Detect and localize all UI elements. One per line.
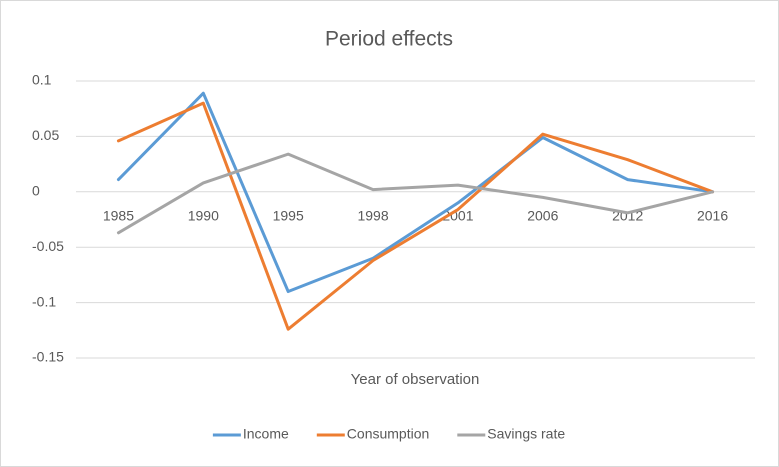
x-axis-title: Year of observation	[351, 371, 480, 388]
x-tick-label: 1998	[357, 208, 388, 224]
x-tick-label: 2006	[527, 208, 558, 224]
y-tick-label: 0	[32, 183, 40, 199]
chart-title: Period effects	[325, 28, 453, 51]
y-tick-label: 0.05	[32, 127, 59, 143]
y-tick-label: -0.05	[32, 238, 64, 254]
series-line	[116, 101, 715, 331]
y-tick-label: 0.1	[32, 72, 52, 88]
x-tick-label: 1990	[188, 208, 219, 224]
legend-label: Consumption	[347, 426, 430, 442]
y-tick-label: -0.1	[32, 293, 56, 309]
x-tick-label: 2001	[442, 208, 473, 224]
x-tick-label: 2016	[697, 208, 728, 224]
x-tick-label: 1995	[273, 208, 304, 224]
series-line	[116, 152, 715, 235]
series-line	[116, 91, 715, 294]
x-tick-label: 1985	[103, 208, 134, 224]
y-tick-label: -0.15	[32, 349, 64, 365]
legend-label: Income	[243, 426, 289, 442]
legend-label: Savings rate	[487, 426, 565, 442]
